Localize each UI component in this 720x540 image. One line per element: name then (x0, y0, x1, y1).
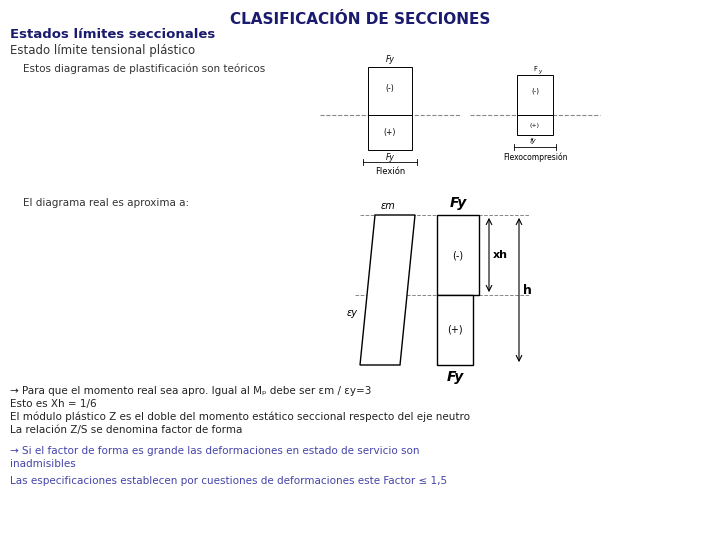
Bar (517, 115, 553, 135)
Text: xh: xh (493, 250, 508, 260)
Text: h: h (523, 284, 532, 296)
Bar (368, 115, 412, 150)
Text: fy: fy (530, 138, 536, 144)
Text: (-): (-) (531, 87, 539, 94)
Text: Fy: Fy (386, 55, 395, 64)
Text: F: F (533, 66, 537, 72)
Text: Flexocompresión: Flexocompresión (503, 152, 567, 161)
Text: El diagrama real es aproxima a:: El diagrama real es aproxima a: (10, 198, 189, 208)
Text: La relación Z/S se denomina factor de forma: La relación Z/S se denomina factor de fo… (10, 425, 243, 435)
Text: Esto es Xh = 1/6: Esto es Xh = 1/6 (10, 399, 96, 409)
Bar (517, 75, 553, 115)
Text: → Si el factor de forma es grande las deformaciones en estado de servicio son
in: → Si el factor de forma es grande las de… (10, 446, 420, 469)
Text: Estados límites seccionales: Estados límites seccionales (10, 28, 215, 41)
Text: → Para que el momento real sea apro. Igual al Mₚ debe ser εm / εy=3: → Para que el momento real sea apro. Igu… (10, 386, 372, 396)
Text: (+): (+) (530, 123, 540, 127)
Text: y: y (538, 69, 541, 74)
Text: (-): (-) (386, 84, 395, 92)
Bar (437, 215, 479, 295)
Text: Fy: Fy (446, 370, 464, 384)
Text: εm: εm (381, 201, 395, 211)
Text: (+): (+) (384, 127, 396, 137)
Text: Fy: Fy (449, 196, 467, 210)
Polygon shape (360, 215, 415, 365)
Bar (368, 67, 412, 115)
Text: (-): (-) (452, 250, 464, 260)
Bar (437, 295, 473, 365)
Text: Estado límite tensional plástico: Estado límite tensional plástico (10, 44, 195, 57)
Text: Flexión: Flexión (375, 167, 405, 176)
Text: Fy: Fy (386, 153, 395, 162)
Text: εy: εy (347, 308, 358, 318)
Text: (+): (+) (447, 325, 463, 335)
Text: CLASIFICACIÓN DE SECCIONES: CLASIFICACIÓN DE SECCIONES (230, 12, 490, 27)
Text: Las especificaciones establecen por cuestiones de deformaciones este Factor ≤ 1,: Las especificaciones establecen por cues… (10, 476, 447, 486)
Text: El módulo plástico Z es el doble del momento estático seccional respecto del eje: El módulo plástico Z es el doble del mom… (10, 412, 470, 422)
Text: Estos diagramas de plastificación son teóricos: Estos diagramas de plastificación son te… (10, 64, 265, 75)
